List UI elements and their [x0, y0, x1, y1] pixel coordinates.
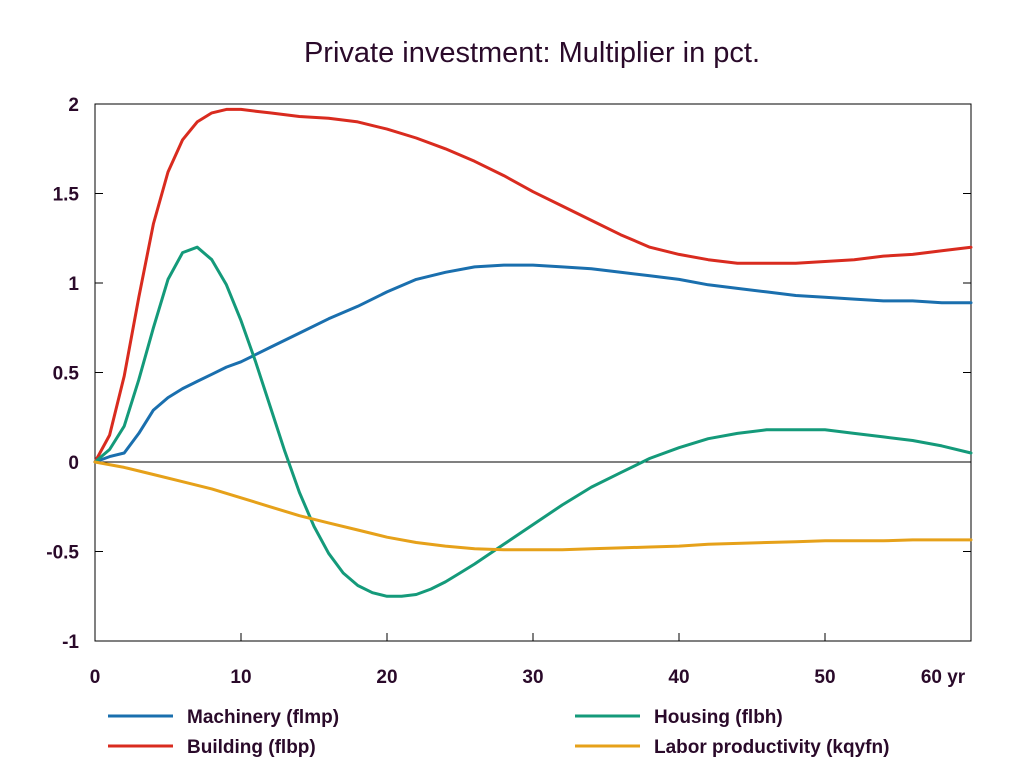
x-tick-label: 50: [814, 667, 835, 688]
series-line-0: [93, 263, 973, 464]
series-line-1: [93, 107, 973, 464]
series-line-2: [93, 245, 973, 598]
plot-frame: [94, 103, 972, 642]
chart-title: Private investment: Multiplier in pct.: [304, 37, 760, 69]
x-tick-label: 40: [668, 667, 689, 688]
y-tick-label: -0.5: [46, 543, 79, 564]
y-tick-label: 0.5: [53, 364, 80, 385]
x-tick-label: 60 yr: [921, 667, 966, 688]
legend-label: Building (flbp): [187, 737, 316, 758]
x-tick-label: 20: [376, 667, 397, 688]
x-tick-label: 0: [90, 667, 101, 688]
x-tick-label: 10: [230, 667, 251, 688]
y-tick-label: 0: [68, 453, 79, 474]
y-tick-label: 1: [68, 274, 79, 295]
legend-label: Labor productivity (kqyfn): [654, 737, 889, 758]
legend-label: Machinery (flmp): [187, 707, 339, 728]
x-tick-label: 30: [522, 667, 543, 688]
x-axis: 0 10 20 30 40 50 60 yr: [90, 633, 972, 688]
y-tick-label: -1: [62, 632, 79, 653]
legend-label: Housing (flbh): [654, 707, 783, 728]
series-line-3: [93, 460, 973, 552]
legend: Machinery (flmp) Building (flbp) Housing (…: [108, 707, 889, 758]
y-tick-label: 1.5: [53, 185, 80, 206]
y-tick-label: 2: [68, 95, 79, 116]
series-group: [93, 107, 973, 598]
